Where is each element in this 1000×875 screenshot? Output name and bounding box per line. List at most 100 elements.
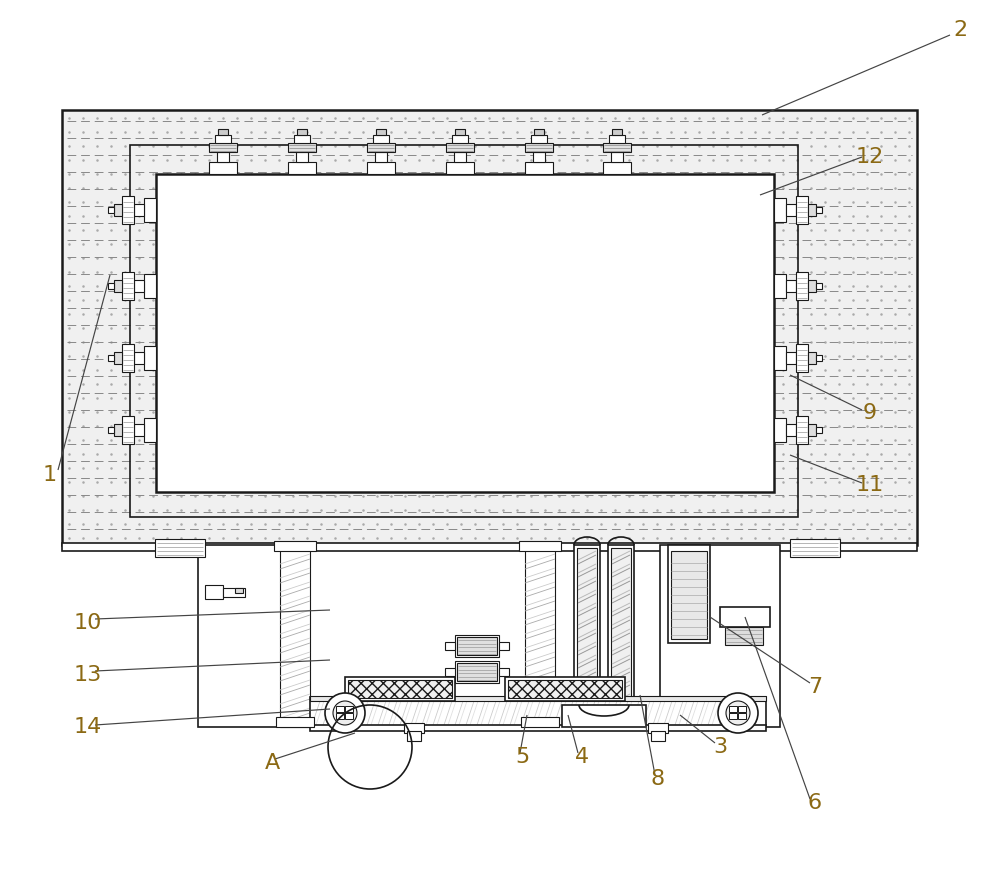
Bar xyxy=(134,352,144,364)
Bar xyxy=(144,198,156,222)
Bar xyxy=(816,427,822,433)
Bar xyxy=(499,668,509,676)
Text: 13: 13 xyxy=(74,665,102,685)
Bar xyxy=(376,129,386,135)
Bar xyxy=(108,283,114,289)
Bar xyxy=(660,545,780,727)
Bar xyxy=(122,416,134,444)
Bar xyxy=(218,129,228,135)
Bar xyxy=(611,152,623,162)
Bar xyxy=(367,162,395,174)
Bar xyxy=(122,344,134,372)
Bar xyxy=(457,663,497,681)
Text: A: A xyxy=(264,753,280,773)
Bar xyxy=(445,668,455,676)
Bar xyxy=(452,135,468,143)
Bar xyxy=(404,723,424,733)
Bar xyxy=(114,424,122,436)
Bar xyxy=(274,541,316,551)
Bar xyxy=(786,280,796,292)
Bar xyxy=(577,548,597,710)
Bar xyxy=(407,731,421,741)
Bar xyxy=(508,680,622,698)
Bar xyxy=(209,162,237,174)
Bar xyxy=(796,272,808,300)
Bar xyxy=(796,344,808,372)
Bar xyxy=(457,637,497,655)
Bar xyxy=(562,705,646,727)
Bar xyxy=(223,588,245,597)
Bar xyxy=(651,731,665,741)
Bar xyxy=(738,706,746,712)
Bar xyxy=(205,585,223,599)
Bar xyxy=(134,280,144,292)
Bar xyxy=(345,713,353,719)
Bar xyxy=(786,204,796,216)
Bar xyxy=(671,551,707,639)
Bar xyxy=(786,424,796,436)
Bar xyxy=(62,110,917,545)
Bar xyxy=(288,143,316,152)
Bar xyxy=(603,143,631,152)
Bar xyxy=(215,135,231,143)
Bar xyxy=(525,162,553,174)
Bar xyxy=(454,152,466,162)
Bar xyxy=(534,129,544,135)
Bar xyxy=(122,272,134,300)
Circle shape xyxy=(726,701,750,725)
Bar xyxy=(114,204,122,216)
Text: 7: 7 xyxy=(808,677,822,697)
Bar xyxy=(144,346,156,370)
Bar xyxy=(531,135,547,143)
Bar xyxy=(816,283,822,289)
Bar xyxy=(774,198,786,222)
Text: 8: 8 xyxy=(651,769,665,789)
Text: 12: 12 xyxy=(856,147,884,167)
Circle shape xyxy=(718,693,758,733)
Bar xyxy=(445,642,455,650)
Bar xyxy=(774,418,786,442)
Bar xyxy=(668,545,710,643)
Bar xyxy=(499,642,509,650)
Bar xyxy=(294,135,310,143)
Bar xyxy=(446,143,474,152)
Bar xyxy=(108,207,114,213)
Bar xyxy=(612,129,622,135)
Bar xyxy=(144,418,156,442)
Bar xyxy=(729,706,737,712)
Bar xyxy=(296,152,308,162)
Bar xyxy=(808,352,816,364)
Bar xyxy=(611,548,631,710)
Bar xyxy=(235,588,243,593)
Bar xyxy=(122,196,134,224)
Bar xyxy=(310,696,766,701)
Bar xyxy=(217,152,229,162)
Circle shape xyxy=(325,693,365,733)
Text: 4: 4 xyxy=(575,747,589,767)
Bar xyxy=(790,539,840,557)
Text: 3: 3 xyxy=(713,737,727,757)
Bar xyxy=(108,355,114,361)
Bar xyxy=(455,661,499,683)
Bar xyxy=(808,280,816,292)
Bar xyxy=(455,635,499,657)
Bar xyxy=(336,713,344,719)
Bar xyxy=(62,543,917,551)
Bar xyxy=(348,680,452,698)
Bar xyxy=(373,135,389,143)
Bar xyxy=(114,280,122,292)
Bar xyxy=(288,162,316,174)
Bar xyxy=(786,352,796,364)
Bar xyxy=(310,725,766,731)
Bar xyxy=(280,545,310,727)
Bar xyxy=(446,162,474,174)
Bar xyxy=(725,627,763,645)
Bar xyxy=(525,143,553,152)
Bar xyxy=(367,143,395,152)
Circle shape xyxy=(333,701,357,725)
Text: 9: 9 xyxy=(863,403,877,423)
Bar xyxy=(648,723,668,733)
Bar xyxy=(533,152,545,162)
Bar xyxy=(816,355,822,361)
Bar xyxy=(574,545,600,713)
